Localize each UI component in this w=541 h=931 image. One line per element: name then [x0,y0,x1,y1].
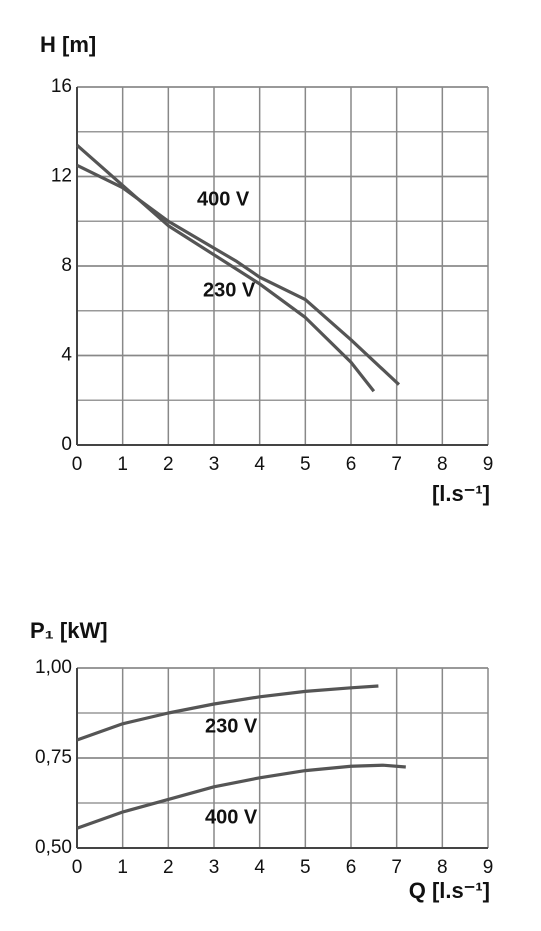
x-tick-label: 6 [346,857,357,878]
series-label: 400 V [197,188,250,210]
y-tick-label: 4 [61,345,72,366]
x-tick-label: 5 [300,454,311,475]
x-tick-label: 3 [209,454,220,475]
x-tick-label: 8 [437,454,448,475]
x-tick-label: 7 [391,857,402,878]
x-tick-label: 4 [254,857,265,878]
line-series [76,763,406,830]
y-tick-label: 8 [61,255,72,276]
x-tick-label: 0 [72,454,83,475]
x-tick-label: 2 [163,454,174,475]
x-tick-label: 9 [483,454,494,475]
line-series [75,143,376,393]
y-tick-label: 0,75 [35,747,72,768]
x-tick-label: 8 [437,857,448,878]
x-axis-label: Q [l.s⁻¹] [409,878,490,903]
chart-title: H [m] [40,32,96,57]
chart-title: P₁ [kW] [30,618,108,643]
y-tick-label: 1,00 [35,657,72,678]
y-tick-label: 12 [51,166,72,187]
x-tick-label: 1 [117,857,128,878]
y-tick-label: 16 [51,76,72,97]
y-tick-label: 0,50 [35,837,72,858]
x-axis-label: [l.s⁻¹] [432,481,490,506]
x-tick-label: 4 [254,454,265,475]
line-series [76,684,379,742]
x-tick-label: 2 [163,857,174,878]
x-tick-label: 7 [391,454,402,475]
x-tick-label: 0 [72,857,83,878]
x-tick-label: 5 [300,857,311,878]
series-label: 230 V [203,279,256,301]
series-label: 400 V [205,806,258,828]
x-tick-label: 3 [209,857,220,878]
x-tick-label: 1 [117,454,128,475]
x-tick-label: 9 [483,857,494,878]
series-label: 230 V [205,715,258,737]
y-tick-label: 0 [61,434,72,455]
x-tick-label: 6 [346,454,357,475]
